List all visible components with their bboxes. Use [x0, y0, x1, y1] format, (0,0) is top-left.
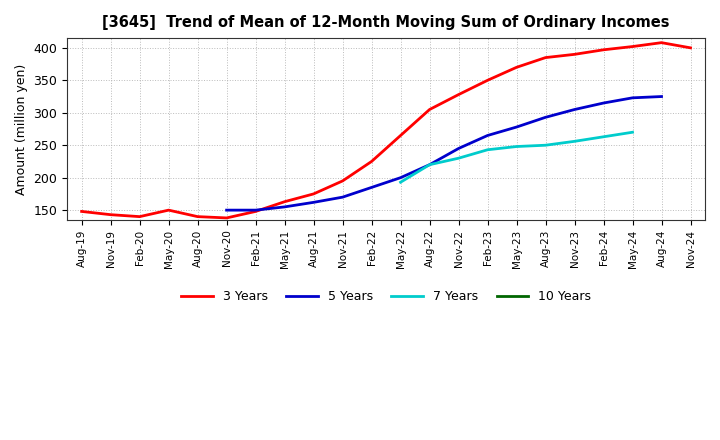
Y-axis label: Amount (million yen): Amount (million yen)	[15, 63, 28, 194]
Title: [3645]  Trend of Mean of 12-Month Moving Sum of Ordinary Incomes: [3645] Trend of Mean of 12-Month Moving …	[102, 15, 670, 30]
Legend: 3 Years, 5 Years, 7 Years, 10 Years: 3 Years, 5 Years, 7 Years, 10 Years	[176, 285, 596, 308]
